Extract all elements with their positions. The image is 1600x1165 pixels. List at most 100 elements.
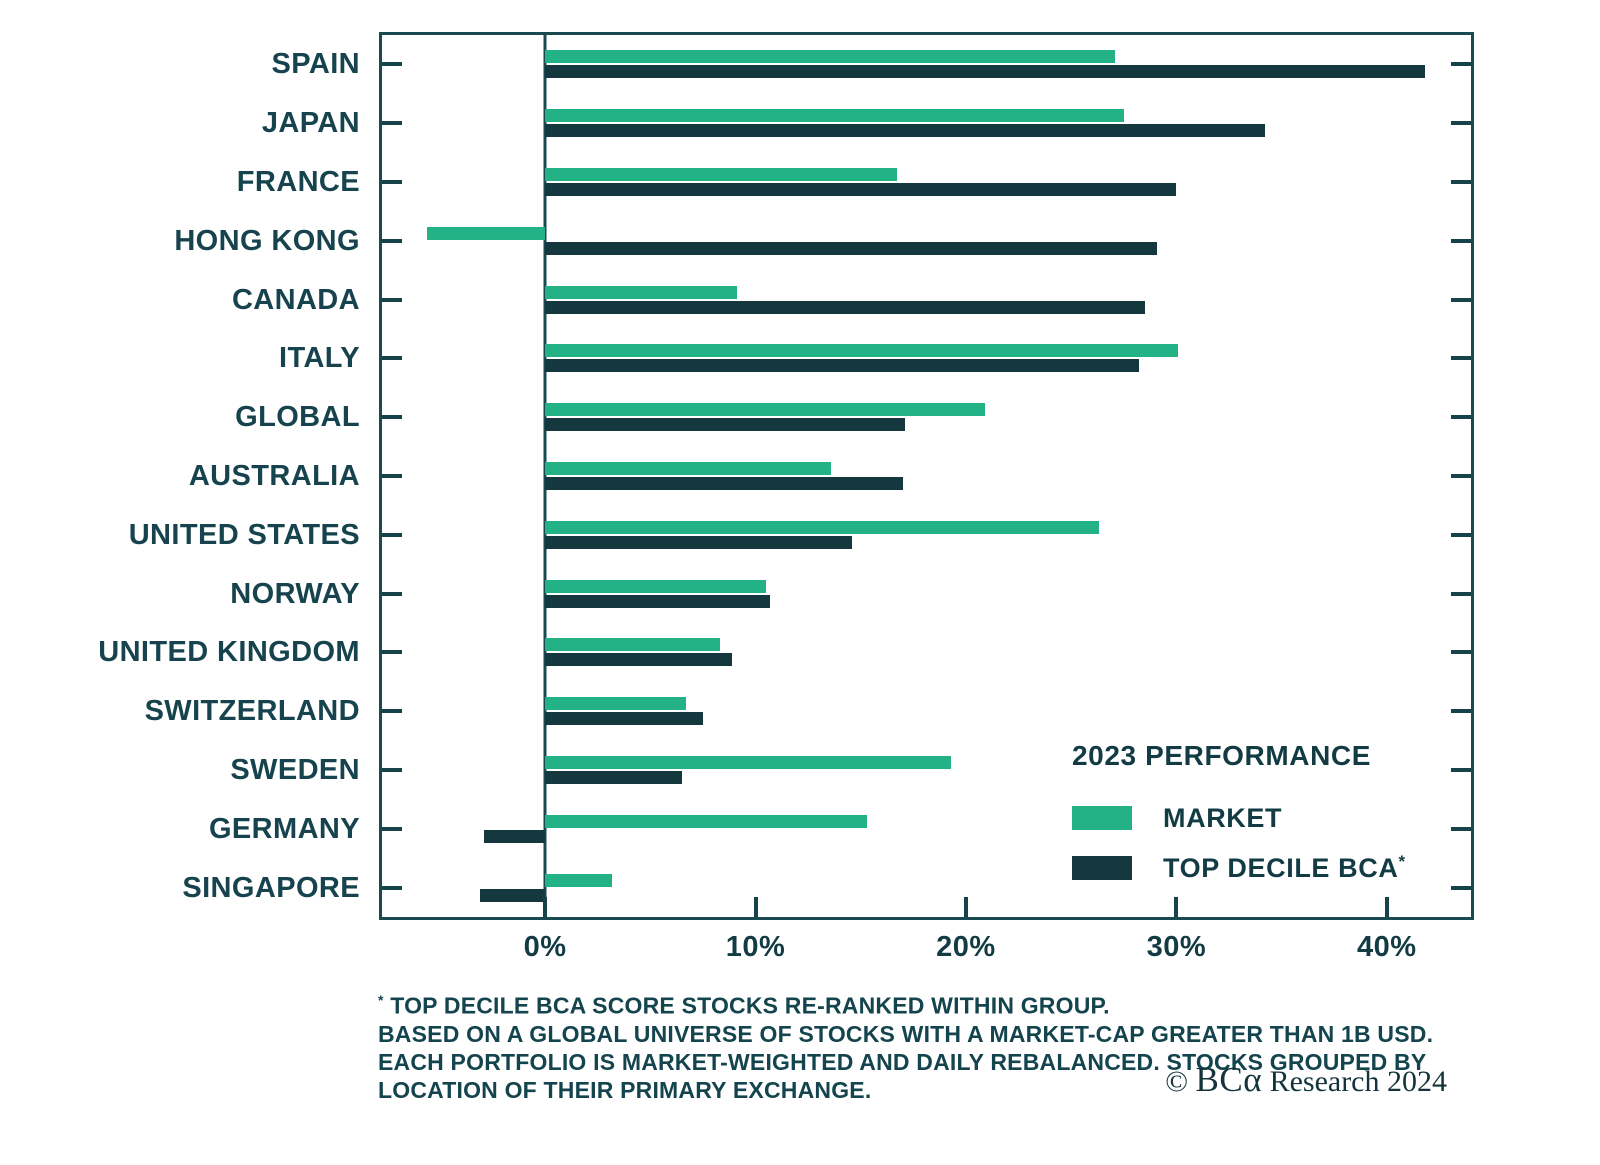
x-axis-tick [1384,897,1389,917]
y-axis-tick-left [382,650,402,655]
y-axis-tick-left [382,532,402,537]
y-axis-tick-right [1451,885,1471,890]
market-bar [545,403,985,417]
market-bar [545,756,952,769]
category-label: FRANCE [236,165,360,198]
x-axis-label: 30% [1146,931,1207,963]
footnote-line: EACH PORTFOLIO IS MARKET-WEIGHTED AND DA… [378,1048,1427,1075]
footnote: * TOP DECILE BCA SCORE STOCKS RE-RANKED … [378,986,1478,1104]
y-axis-tick-left [382,62,402,67]
plot-area [379,32,1474,920]
top-decile-bar [545,712,703,726]
market-bar [545,520,1099,534]
copyright-symbol: © [1165,1065,1189,1098]
market-bar [545,814,868,828]
category-label: SWITZERLAND [144,695,360,728]
top-decile-bar [545,300,1145,314]
category-label: HONG KONG [174,224,360,257]
legend: 2023 PERFORMANCE MARKET TOP DECILE BCA* [1072,740,1406,905]
market-bar [545,50,1116,64]
x-axis-label: 10% [725,931,786,963]
top-decile-bar [545,182,1177,196]
y-axis-tick-left [382,885,402,890]
legend-title: 2023 PERFORMANCE [1072,740,1372,771]
y-axis-tick-right [1451,179,1471,184]
y-axis-tick-right [1451,709,1471,714]
top-decile-bar [545,594,771,608]
market-bar [545,109,1124,123]
y-axis-tick-right [1451,768,1471,772]
y-axis-tick-left [382,179,402,184]
y-axis-tick-right [1451,121,1471,126]
top-decile-bar [545,653,733,667]
top-decile-bar [545,535,853,549]
legend-label-market: MARKET [1163,803,1283,833]
top-decile-bar [545,359,1139,373]
category-label: UNITED KINGDOM [98,636,360,669]
market-bar [545,579,767,593]
y-axis-tick-left [382,709,402,714]
top-decile-bar [545,418,905,432]
x-axis: 0% 10% 20% 30% 40% [382,931,1471,967]
footnote-line: BASED ON A GLOBAL UNIVERSE OF STOCKS WIT… [378,1020,1434,1047]
y-axis-tick-right [1451,532,1471,537]
x-axis-label: 20% [936,931,996,963]
y-axis-tick-left [382,415,402,420]
market-bar [545,873,613,887]
legend-item-top-decile: TOP DECILE BCA* [1072,852,1406,883]
market-bar [427,226,546,240]
legend-swatch-market [1072,806,1132,830]
x-axis-tick [543,897,548,917]
copyright: © BCα Research 2024 [1165,1060,1447,1100]
footnote-line: LOCATION OF THEIR PRIMARY EXCHANGE. [378,1076,872,1103]
x-axis-tick [753,897,758,917]
market-bar [545,285,737,299]
y-axis-tick-left [382,238,402,243]
brand-logo: BCα [1195,1060,1263,1099]
y-axis-tick-right [1451,356,1471,361]
market-bar [545,638,720,652]
legend-label-top-decile: TOP DECILE BCA* [1163,852,1406,883]
market-bar [545,697,687,711]
y-axis-tick-right [1451,238,1471,243]
market-bar [545,167,897,181]
category-label: UNITED STATES [128,518,360,551]
category-label: SPAIN [271,48,360,81]
category-label: ITALY [279,342,360,375]
plot-inner [382,35,1471,917]
copyright-text: Research [1269,1065,1380,1098]
zero-line [543,35,547,917]
category-axis: SPAIN JAPAN FRANCE HONG KONG CANADA ITALY GLOB… [0,35,360,917]
copyright-year: 2024 [1387,1065,1447,1098]
top-decile-bar [545,771,682,784]
y-axis-tick-right [1451,591,1471,596]
category-label: JAPAN [261,107,360,140]
y-axis-tick-left [382,121,402,126]
market-bar [545,344,1179,358]
y-axis-tick-left [382,591,402,596]
y-axis-tick-right [1451,826,1471,831]
top-decile-bar [545,241,1158,255]
x-axis-tick [963,897,968,917]
legend-item-market: MARKET [1072,803,1406,833]
y-axis-tick-left [382,474,402,478]
category-label: SINGAPORE [182,871,360,904]
x-axis-label: 0% [523,931,567,963]
legend-swatch-top-decile [1072,856,1132,880]
category-label: GLOBAL [235,401,360,434]
category-label: SWEDEN [230,754,360,786]
category-label: AUSTRALIA [188,460,360,492]
y-axis-tick-right [1451,650,1471,655]
market-bar [545,462,832,475]
top-decile-bar [545,65,1425,79]
category-label: NORWAY [230,577,360,610]
top-decile-bar [545,124,1265,138]
y-axis-tick-left [382,356,402,361]
top-decile-bar [484,829,546,843]
category-label: CANADA [231,283,360,316]
footnote-line: * TOP DECILE BCA SCORE STOCKS RE-RANKED … [378,992,1110,1019]
y-axis-tick-right [1451,62,1471,67]
y-axis-tick-left [382,297,402,302]
y-axis-tick-right [1451,297,1471,302]
